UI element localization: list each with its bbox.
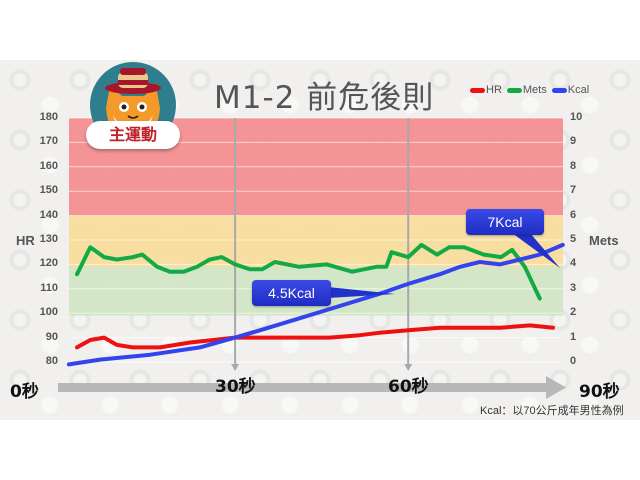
legend-swatch-kcal	[551, 87, 567, 93]
callout-tail-mid	[328, 287, 395, 298]
legend-item-kcal: Kcal	[551, 84, 590, 96]
hr-tick: 90	[45, 331, 58, 343]
legend-swatch-mets	[506, 87, 522, 93]
series-mets-line	[75, 242, 542, 301]
time-label-90: 90秒	[579, 382, 620, 402]
hr-axis-title: HR	[16, 233, 35, 248]
time-marker-arrowhead-icon	[231, 364, 240, 371]
legend-label-mets: Mets	[522, 84, 547, 96]
mets-tick: 10	[570, 111, 583, 123]
kcal-callout-end: 7Kcal	[466, 209, 544, 235]
hr-tick: 80	[45, 355, 58, 367]
mets-tick: 7	[570, 184, 577, 196]
mets-tick: 3	[570, 282, 577, 294]
mets-tick: 8	[570, 160, 577, 172]
callout-tail-end	[512, 233, 560, 268]
hr-tick: 170	[39, 135, 58, 147]
legend-swatch-hr	[470, 87, 485, 93]
chart-legend: HR Mets Kcal	[470, 84, 589, 96]
legend-item-hr: HR	[470, 84, 502, 96]
time-label-30: 30秒	[215, 377, 256, 397]
mets-tick: 1	[570, 331, 577, 343]
time-marker-arrowhead-icon	[404, 364, 413, 371]
kcal-callout-mid: 4.5Kcal	[252, 280, 331, 306]
mets-tick: 9	[570, 135, 577, 147]
mets-tick: 0	[570, 355, 577, 367]
mets-tick: 5	[570, 233, 577, 245]
time-label-60: 60秒	[388, 377, 429, 397]
hr-tick: 110	[40, 282, 58, 294]
time-arrow-shaft	[58, 383, 548, 392]
mets-tick: 6	[570, 209, 577, 221]
main-exercise-badge: 主運動	[86, 121, 180, 149]
hr-tick: 130	[39, 233, 58, 245]
hr-tick: 180	[39, 111, 58, 123]
legend-label-kcal: Kcal	[567, 84, 590, 96]
mets-axis-title: Mets	[589, 233, 619, 248]
legend-label-hr: HR	[486, 84, 502, 96]
mets-tick: 4	[570, 257, 577, 269]
hr-tick: 150	[39, 184, 58, 196]
hr-tick: 160	[39, 160, 58, 172]
time-arrow-head-icon	[546, 376, 566, 399]
kcal-footnote: Kcal：以70公斤成年男性為例	[480, 405, 624, 417]
hr-tick: 100	[39, 306, 58, 318]
hr-tick: 120	[39, 257, 58, 269]
time-label-0: 0秒	[10, 382, 39, 402]
legend-item-mets: Mets	[506, 84, 547, 96]
chart-title: M1-2 前危後則	[214, 80, 435, 116]
mets-tick: 2	[570, 306, 577, 318]
series-hr-line	[75, 323, 555, 350]
hr-tick: 140	[39, 209, 58, 221]
